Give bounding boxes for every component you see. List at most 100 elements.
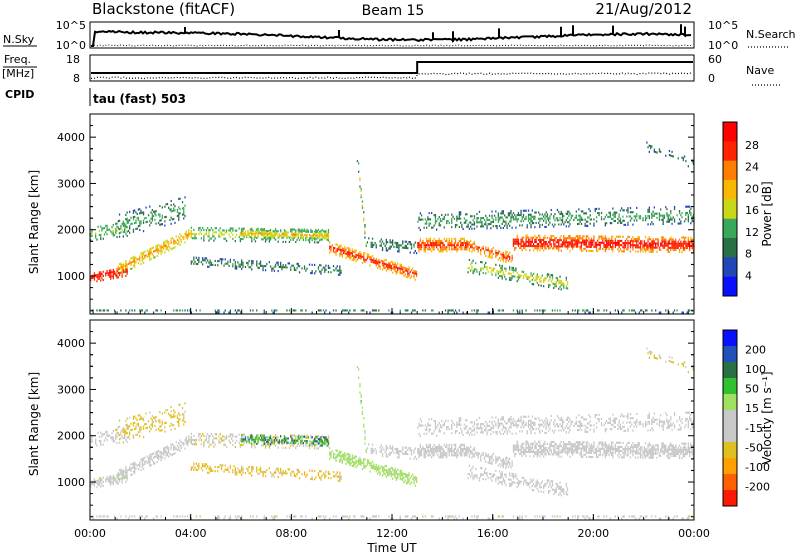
power-cell	[375, 258, 377, 261]
power-cell	[322, 236, 325, 239]
power-cell	[608, 243, 610, 246]
power-cell	[545, 211, 547, 214]
power-cell	[686, 244, 688, 247]
velocity-cell	[266, 441, 268, 444]
power-cell	[118, 228, 121, 231]
velocity-cell	[403, 477, 405, 480]
power-cell	[96, 280, 98, 283]
power-cell	[524, 218, 526, 221]
power-cell	[112, 268, 114, 271]
velocity-cell	[354, 461, 356, 464]
power-cell	[375, 260, 377, 263]
velocity-cell	[316, 443, 318, 446]
power-cell	[530, 245, 532, 248]
power-cell	[588, 249, 590, 252]
power-cell	[428, 212, 430, 215]
power-cell	[155, 245, 157, 248]
velocity-cell	[118, 469, 121, 472]
velocity-cell	[166, 454, 169, 457]
velocity-cell	[269, 434, 272, 437]
velocity-cell	[112, 483, 114, 486]
velocity-cell	[212, 469, 214, 472]
power-cell	[496, 252, 498, 255]
velocity-cell	[395, 470, 398, 473]
velocity-cell	[125, 424, 127, 427]
velocity-cell	[181, 442, 184, 445]
velocity-cell	[359, 383, 361, 386]
power-cell	[535, 236, 537, 239]
power-cell	[521, 270, 523, 273]
velocity-cell	[341, 455, 343, 458]
velocity-cell	[349, 453, 351, 456]
velocity-cell	[219, 433, 221, 436]
power-cell	[348, 311, 350, 314]
power-cell	[112, 277, 114, 280]
power-cell	[106, 224, 108, 227]
power-cell	[286, 309, 288, 312]
power-cell	[388, 247, 390, 250]
power-cell	[578, 218, 580, 221]
velocity-cell	[335, 449, 337, 452]
velocity-cell	[282, 442, 284, 445]
velocity-cell	[107, 480, 109, 483]
power-cell	[150, 249, 152, 252]
power-cell	[334, 251, 336, 254]
power-cell	[478, 210, 481, 213]
power-cell	[126, 265, 128, 268]
velocity-cell	[185, 436, 187, 439]
power-cell	[490, 223, 492, 226]
velocity-cell	[141, 458, 143, 461]
velocity-cell	[293, 441, 296, 444]
power-cell	[454, 246, 457, 249]
velocity-cell	[267, 436, 269, 439]
velocity-cell	[215, 437, 218, 440]
power-cell	[420, 218, 423, 221]
power-cell	[548, 279, 550, 282]
power-cell	[687, 165, 689, 168]
power-cell	[609, 222, 611, 225]
velocity-cell	[344, 452, 346, 455]
velocity-cell	[251, 444, 253, 447]
power-cell	[442, 248, 444, 251]
power-cell	[169, 246, 171, 249]
power-cell	[570, 237, 572, 240]
power-cell	[560, 235, 562, 238]
power-cell	[663, 246, 666, 249]
power-cell	[115, 222, 117, 225]
velocity-cell	[444, 452, 447, 455]
power-cell	[578, 214, 580, 217]
power-cell	[574, 309, 576, 312]
power-cell	[603, 309, 605, 312]
power-cell	[300, 235, 302, 238]
velocity-cell	[228, 439, 230, 442]
power-cell	[623, 309, 625, 312]
velocity-cell	[392, 473, 394, 476]
power-cell	[199, 231, 201, 234]
velocity-cell	[137, 414, 140, 417]
velocity-cell	[112, 430, 114, 433]
power-cell	[360, 257, 362, 260]
velocity-cell	[422, 445, 424, 448]
velocity-cell	[418, 454, 420, 457]
velocity-cell	[281, 474, 283, 477]
power-cell	[683, 249, 686, 252]
velocity-cell	[164, 446, 166, 449]
velocity-cell	[297, 471, 299, 474]
velocity-cell	[280, 472, 282, 475]
velocity-cell	[371, 447, 374, 450]
velocity-cell	[428, 445, 430, 448]
power-cell	[556, 279, 559, 282]
power-cell	[243, 227, 245, 230]
velocity-cell	[212, 435, 214, 438]
power-cell	[644, 242, 647, 245]
power-cell	[532, 245, 535, 248]
velocity-cell	[300, 441, 302, 444]
power-cell	[407, 247, 409, 250]
velocity-cell	[101, 483, 103, 486]
power-cell	[139, 222, 141, 225]
velocity-cell	[295, 436, 297, 439]
power-cell	[525, 244, 527, 247]
power-cell	[501, 309, 503, 312]
power-cell	[603, 218, 605, 221]
noise-left-tick-bottom: 10^0	[56, 39, 86, 52]
